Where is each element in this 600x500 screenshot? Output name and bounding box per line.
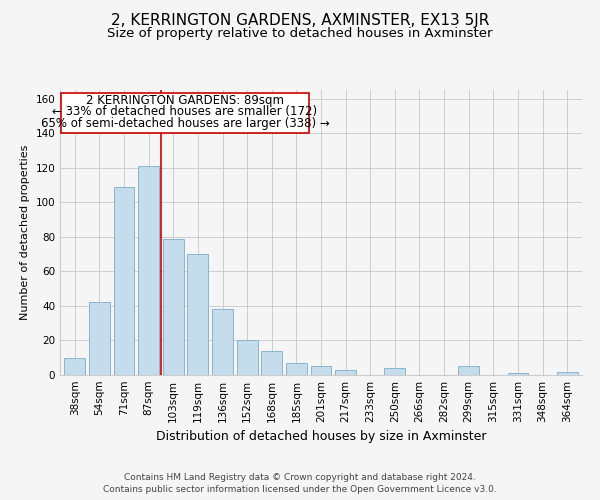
- Bar: [187, 254, 208, 375]
- Text: Contains public sector information licensed under the Open Government Licence v3: Contains public sector information licen…: [103, 484, 497, 494]
- Bar: [311, 366, 331, 375]
- Bar: [163, 238, 184, 375]
- Bar: [89, 302, 110, 375]
- Y-axis label: Number of detached properties: Number of detached properties: [20, 145, 30, 320]
- Bar: [458, 366, 479, 375]
- Bar: [113, 186, 134, 375]
- Bar: [335, 370, 356, 375]
- Bar: [236, 340, 257, 375]
- Text: 2, KERRINGTON GARDENS, AXMINSTER, EX13 5JR: 2, KERRINGTON GARDENS, AXMINSTER, EX13 5…: [111, 12, 489, 28]
- Bar: [385, 368, 406, 375]
- Text: Size of property relative to detached houses in Axminster: Size of property relative to detached ho…: [107, 28, 493, 40]
- Bar: [212, 310, 233, 375]
- Text: 65% of semi-detached houses are larger (338) →: 65% of semi-detached houses are larger (…: [41, 117, 329, 130]
- Bar: [138, 166, 159, 375]
- Text: Contains HM Land Registry data © Crown copyright and database right 2024.: Contains HM Land Registry data © Crown c…: [124, 473, 476, 482]
- Bar: [261, 351, 282, 375]
- Bar: [286, 363, 307, 375]
- X-axis label: Distribution of detached houses by size in Axminster: Distribution of detached houses by size …: [156, 430, 486, 444]
- Bar: [64, 358, 85, 375]
- Text: 2 KERRINGTON GARDENS: 89sqm: 2 KERRINGTON GARDENS: 89sqm: [86, 94, 284, 107]
- Bar: [508, 374, 529, 375]
- Text: ← 33% of detached houses are smaller (172): ← 33% of detached houses are smaller (17…: [52, 105, 317, 118]
- Bar: [557, 372, 578, 375]
- FancyBboxPatch shape: [61, 94, 308, 133]
